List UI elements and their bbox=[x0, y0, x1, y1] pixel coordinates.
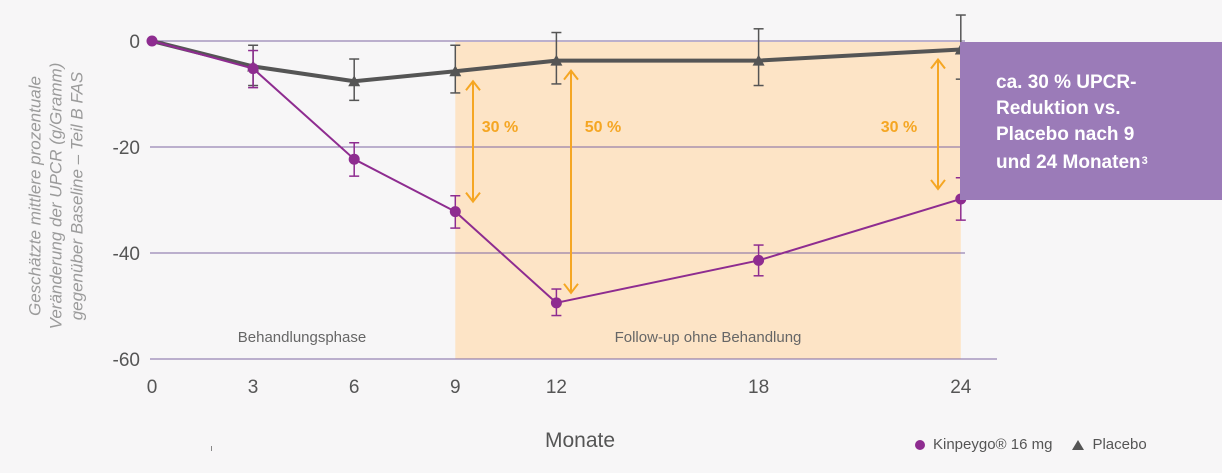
y-axis-label-line-3: gegenüber Baseline – Teil B FAS bbox=[67, 71, 87, 321]
annotation-label: 30 % bbox=[482, 119, 518, 136]
placebo-point bbox=[449, 65, 462, 77]
kinpeygo-point bbox=[247, 63, 259, 75]
placebo-point bbox=[348, 75, 361, 87]
kinpeygo-point bbox=[449, 206, 461, 218]
follow-up-band bbox=[455, 42, 961, 359]
x-tick-label: 12 bbox=[546, 377, 567, 398]
annotation-arrowhead-top bbox=[563, 68, 579, 81]
legend-kinpeygo-marker bbox=[915, 439, 925, 450]
legend-kinpeygo-label: Kinpeygo® 16 mg bbox=[933, 436, 1053, 453]
stray-mark bbox=[211, 446, 212, 451]
y-tick-label: -40 bbox=[113, 244, 140, 265]
y-axis-label-line-2: Veränderung der UPCR (g/Gramm) bbox=[46, 62, 66, 330]
callout-line-4: und 24 Monaten bbox=[996, 152, 1141, 173]
callout-line-2: Reduktion vs. bbox=[996, 98, 1121, 119]
x-axis-label: Monate bbox=[544, 429, 616, 452]
y-tick-label: -60 bbox=[113, 350, 140, 371]
kinpeygo-point bbox=[550, 297, 562, 309]
y-axis-label-line-1: Geschätzte mittlere prozentuale bbox=[25, 76, 45, 317]
x-tick-label: 3 bbox=[248, 377, 259, 398]
annotation-label: 50 % bbox=[585, 119, 621, 136]
annotation-arrowhead-top bbox=[465, 79, 481, 91]
annotation-arrowhead-bottom bbox=[930, 179, 946, 191]
y-axis-label: Geschätzte mittlere prozentuale Veränder… bbox=[25, 31, 88, 361]
kinpeygo-point bbox=[348, 153, 360, 165]
y-tick-label: 0 bbox=[129, 32, 140, 53]
kinpeygo-point bbox=[146, 35, 158, 47]
x-tick-label: 6 bbox=[349, 377, 360, 398]
placebo-point bbox=[752, 54, 765, 66]
legend: Kinpeygo® 16 mg Placebo bbox=[915, 436, 1147, 453]
callout-line-3: Placebo nach 9 bbox=[996, 124, 1135, 145]
callout-footnote: 3 bbox=[1141, 155, 1148, 167]
annotation-arrowhead-bottom bbox=[465, 192, 481, 204]
placebo-point bbox=[550, 54, 563, 66]
x-tick-label: 24 bbox=[950, 377, 972, 398]
x-tick-label: 9 bbox=[450, 377, 461, 398]
kinpeygo-point bbox=[753, 254, 765, 266]
legend-placebo-label: Placebo bbox=[1092, 436, 1147, 453]
x-tick-label: 0 bbox=[147, 377, 158, 398]
annotation-arrowhead-bottom bbox=[563, 283, 579, 295]
callout-line-1: ca. 30 % UPCR- bbox=[996, 72, 1137, 93]
legend-placebo-marker bbox=[1072, 439, 1085, 450]
x-tick-label: 18 bbox=[748, 377, 769, 398]
callout-box: ca. 30 % UPCR- Reduktion vs. Placebo nac… bbox=[960, 42, 1222, 200]
phase-label-treatment: Behandlungsphase bbox=[238, 329, 366, 346]
y-tick-label: -20 bbox=[113, 138, 140, 159]
annotation-arrowhead-top bbox=[930, 57, 946, 70]
annotation-label: 30 % bbox=[881, 119, 917, 136]
phase-label-follow-up: Follow-up ohne Behandlung bbox=[615, 329, 802, 346]
